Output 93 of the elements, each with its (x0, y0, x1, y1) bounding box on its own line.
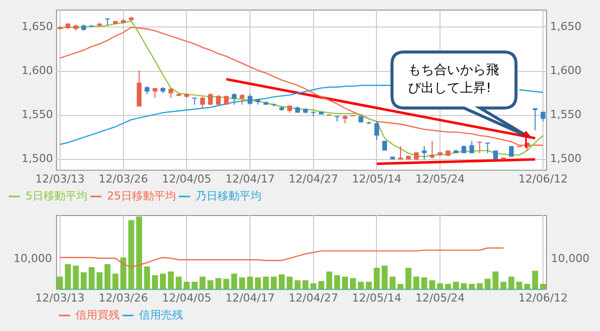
y-tick-label: 1,500 (22, 152, 53, 166)
bar (390, 276, 396, 290)
candlestick (422, 146, 427, 160)
bar (286, 276, 293, 290)
y2-tick-label: 1,600 (550, 64, 582, 78)
bar (120, 258, 126, 290)
bar (200, 276, 206, 290)
y-tick-label: 1,600 (22, 64, 53, 78)
candlestick (168, 88, 174, 98)
bar (405, 268, 412, 290)
candlestick (200, 96, 205, 109)
y2-tick-label: 1,500 (550, 152, 582, 166)
bar (231, 274, 238, 290)
x-tick-label: 12/04/27 (288, 291, 338, 304)
x-tick-label: 12/03/13 (35, 291, 85, 304)
bar (128, 220, 134, 290)
x-tick-label: 12/04/17 (225, 172, 275, 186)
bar (540, 284, 546, 290)
bar (492, 271, 498, 290)
x-tick-label: 12/05/14 (352, 291, 402, 304)
y-tick-label: 1,650 (22, 20, 53, 34)
bar (168, 271, 174, 290)
x-tick-label: 12/04/05 (162, 172, 212, 186)
x-tick-label: 12/04/17 (225, 291, 275, 304)
bar (460, 283, 467, 290)
candlestick (430, 140, 435, 159)
bar (452, 282, 459, 290)
legend-label: 乃日移動平均 (195, 189, 262, 202)
text: 10,000 (551, 251, 590, 267)
bar (254, 277, 261, 290)
bar (310, 283, 316, 290)
bar (508, 276, 514, 290)
bar (56, 276, 63, 290)
bar (342, 276, 348, 290)
candlestick (240, 94, 244, 106)
bar (366, 282, 372, 290)
candlestick (374, 120, 380, 140)
bar (192, 282, 198, 290)
candlestick (136, 70, 142, 107)
x-tick-label: 12/05/24 (415, 291, 465, 304)
candlestick (232, 92, 237, 106)
bar (302, 280, 308, 290)
x-tick-label: 12/05/24 (415, 172, 465, 186)
bar (382, 266, 388, 290)
bar (437, 283, 444, 290)
bar (215, 278, 222, 290)
bar (350, 278, 356, 290)
bar (64, 264, 71, 290)
bar (184, 282, 190, 290)
bar (88, 267, 95, 290)
y2-tick-label: 1,650 (550, 20, 582, 34)
x-tick-label: 12/03/26 (98, 172, 148, 186)
y2-tick-label: 1,550 (550, 108, 582, 122)
bar (358, 282, 364, 290)
x-tick-label: 12/06/12 (518, 172, 568, 186)
bar (96, 272, 103, 290)
y-tick-label: 1,550 (22, 108, 53, 122)
x-tick-label: 12/03/26 (98, 291, 148, 304)
x-tick-label: 12/03/13 (35, 172, 85, 186)
bar (239, 277, 246, 290)
bar (484, 278, 491, 290)
x-tick-label: 12/04/27 (288, 172, 338, 186)
candlestick (532, 108, 538, 131)
bar (532, 270, 538, 290)
x-tick-label: 12/06/12 (518, 291, 568, 304)
bar (334, 275, 340, 290)
bar (152, 275, 158, 290)
legend-label: 信用売残 (139, 308, 183, 322)
legend-label: 5日移動平均 (26, 189, 88, 202)
x-tick-label: 12/04/05 (162, 291, 212, 304)
bar (429, 280, 436, 290)
candlestick (477, 141, 482, 154)
candlestick (398, 146, 403, 160)
bar (112, 274, 118, 290)
bar (262, 276, 269, 290)
bar (500, 282, 506, 290)
text: 10,000 (14, 251, 52, 267)
bar (294, 280, 301, 290)
candlestick (152, 88, 158, 98)
bar (144, 266, 150, 290)
candlestick (248, 94, 252, 106)
x-tick-label: 12/05/14 (352, 172, 402, 186)
bar (160, 274, 166, 290)
annotation: もち合いから飛び出して上昇! (408, 62, 500, 98)
candlestick (485, 142, 490, 154)
bar (413, 276, 420, 290)
bar (247, 276, 253, 290)
legend-label: 信用買残 (76, 308, 120, 322)
bar (207, 280, 214, 290)
bar (476, 283, 483, 290)
legend-label: 25日移動平均 (107, 189, 176, 202)
bar (104, 264, 110, 290)
bar (136, 216, 142, 290)
